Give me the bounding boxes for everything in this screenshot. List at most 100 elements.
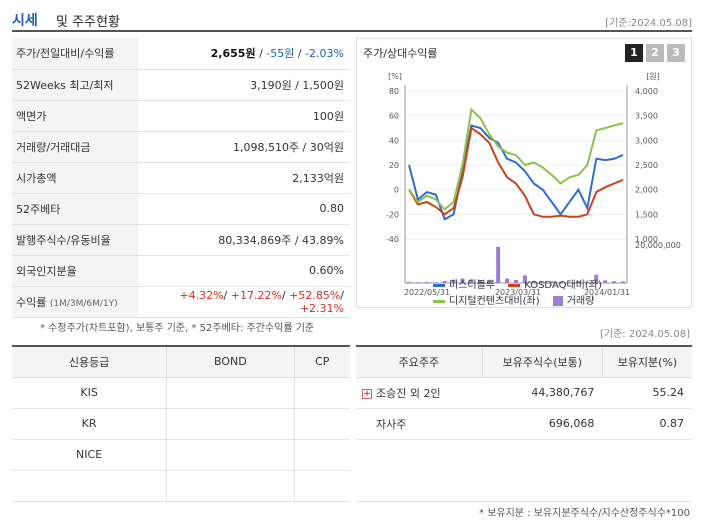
volume-bar — [514, 279, 518, 283]
legend-swatch — [508, 283, 521, 287]
right-tick-label: 3,000 — [635, 136, 658, 145]
holder-pct: 0.87 — [602, 408, 692, 440]
chart-tab-3[interactable]: 3 — [667, 44, 685, 62]
holders-header: 보유주식수(보통) — [481, 346, 603, 378]
volume-bar — [576, 281, 581, 283]
left-tick-label: 0 — [394, 186, 399, 195]
shares-value: 80,334,869주 / 43.89% — [138, 224, 350, 256]
volume-bar — [558, 281, 563, 283]
agency-name: KIS — [12, 377, 167, 409]
foreign-label: 외국인지분율 — [12, 255, 138, 287]
volume-bar — [478, 279, 483, 283]
return-3m: +17.22% — [230, 288, 282, 302]
empty-cell — [602, 439, 692, 502]
legend-item-kosdaq: KOSDAQ대비(좌) — [508, 278, 602, 294]
w52-value: 3,190원 / 1,500원 — [138, 69, 350, 101]
mcap-label: 시가총액 — [12, 162, 138, 194]
series-line — [408, 126, 624, 218]
right-tick-label: 1,500 — [635, 210, 658, 219]
chart-title: 주가/상대수익률 — [363, 47, 438, 60]
volume-bar — [469, 279, 474, 283]
quote-row-mcap: 시가총액 2,133억원 — [12, 162, 350, 194]
quote-row-price: 주가/전일대비/수익률 2,655원 / -55원 / -2.03% — [12, 38, 350, 70]
return-1y: +2.31% — [299, 301, 344, 315]
holders-header-row: 주요주주 보유주식수(보통) 보유지분(%) — [356, 346, 692, 378]
credit-header: 신용등급 — [12, 346, 167, 378]
left-tick-label: 60 — [389, 112, 399, 121]
empty-cell — [293, 470, 350, 502]
empty-cell — [166, 470, 294, 502]
series-line — [408, 107, 624, 211]
credit-rating-table: 신용등급 BOND CP KIS KR NICE — [12, 345, 350, 502]
expand-plus-icon[interactable]: + — [362, 388, 372, 399]
legend-item-digital: 디지털컨텐츠대비(좌) — [433, 294, 540, 310]
volume-bar — [433, 282, 438, 283]
credit-header: BOND — [166, 346, 294, 378]
volume-bar — [621, 281, 625, 283]
price-change: -55원 — [266, 47, 295, 61]
table-row: KIS — [12, 377, 350, 409]
right-tick-label: 1,000 — [635, 235, 658, 244]
chart-tab-2[interactable]: 2 — [646, 44, 664, 62]
legend-label: KOSDAQ대비(좌) — [524, 280, 602, 291]
volume-value: 1,098,510주 / 30억원 — [138, 131, 350, 163]
table-row: 자사주 696,068 0.87 — [356, 408, 692, 440]
left-tick-label: 40 — [389, 136, 399, 145]
x-tick-label: 2024/01/31 — [584, 288, 630, 297]
beta-label: 52주베타 — [12, 193, 138, 225]
price-value: 2,655원 / -55원 / -2.03% — [138, 38, 350, 70]
volume-bar — [496, 246, 501, 283]
holder-name-cell: + 조승진 외 2인 — [356, 377, 483, 409]
right-tick-label: 2,000 — [635, 186, 658, 195]
chart-tab-1[interactable]: 1 — [625, 44, 643, 62]
holders-header: 주요주주 — [356, 346, 483, 378]
shares-label: 발행주식수/유동비율 — [12, 224, 138, 256]
return-value: +4.32%/ +17.22%/ +52.85%/ +2.31% — [138, 286, 350, 318]
right-tick-label: 3,500 — [635, 112, 658, 121]
legend-swatch — [552, 296, 563, 306]
major-shareholders-table: 주요주주 보유주식수(보통) 보유지분(%) + 조승진 외 2인 44,380,… — [356, 345, 692, 502]
right-tick-label: 4,000 — [635, 87, 658, 96]
quote-row-return: 수익률 (1M/3M/6M/1Y) +4.32%/ +17.22%/ +52.8… — [12, 286, 350, 318]
legend-swatch — [433, 283, 445, 287]
base-date: [기준:2024.05.08] — [605, 18, 692, 29]
section-title: 시세 — [12, 13, 38, 29]
left-tick-label: -40 — [386, 235, 399, 244]
empty-cell — [356, 439, 483, 502]
foreign-value: 0.60% — [138, 255, 350, 287]
right-tick-label: 2,500 — [635, 161, 658, 170]
volume-bar — [442, 281, 447, 283]
legend-item-price: 미스터블루 — [433, 278, 495, 294]
price-chart: [%] [원] 80 60 40 20 0 -20 -40 4,000 3,500 3,000 2,50… — [386, 72, 681, 297]
quote-row-volume: 거래량/거래대금 1,098,510주 / 30억원 — [12, 131, 350, 163]
volume-bar — [451, 279, 456, 283]
credit-header-row: 신용등급 BOND CP — [12, 346, 350, 378]
holders-footnote: * 보유지분 : 보유지분주식수/지수산정주식수*100 — [479, 508, 690, 519]
legend-item-volume: 거래량 — [552, 294, 594, 310]
empty-cell — [12, 470, 167, 502]
volume-bar — [540, 281, 545, 283]
quote-row-beta: 52주베타 0.80 — [12, 193, 350, 225]
return-label-sub: (1M/3M/6M/1Y) — [49, 298, 118, 309]
volume-bar — [585, 281, 590, 283]
holder-pct: 55.24 — [602, 377, 692, 409]
par-value: 100원 — [138, 100, 350, 132]
left-tick-label: -20 — [386, 210, 399, 219]
left-tick-label: 20 — [389, 161, 399, 170]
beta-value: 0.80 — [138, 193, 350, 225]
agency-name: NICE — [12, 439, 167, 471]
volume-bar — [460, 278, 465, 283]
price-label: 주가/전일대비/수익률 — [12, 38, 138, 70]
price-change-pct: -2.03% — [305, 47, 344, 61]
volume-bar — [407, 281, 411, 283]
w52-label: 52Weeks 최고/최저 — [12, 69, 138, 101]
volume-tick-label: 20,000,000 — [635, 241, 681, 250]
volume-bar — [505, 278, 510, 283]
volume-bar — [415, 282, 420, 283]
series-line — [408, 124, 624, 221]
volume-bar — [522, 275, 527, 283]
volume-bar — [424, 281, 429, 283]
credit-header: CP — [293, 346, 350, 378]
